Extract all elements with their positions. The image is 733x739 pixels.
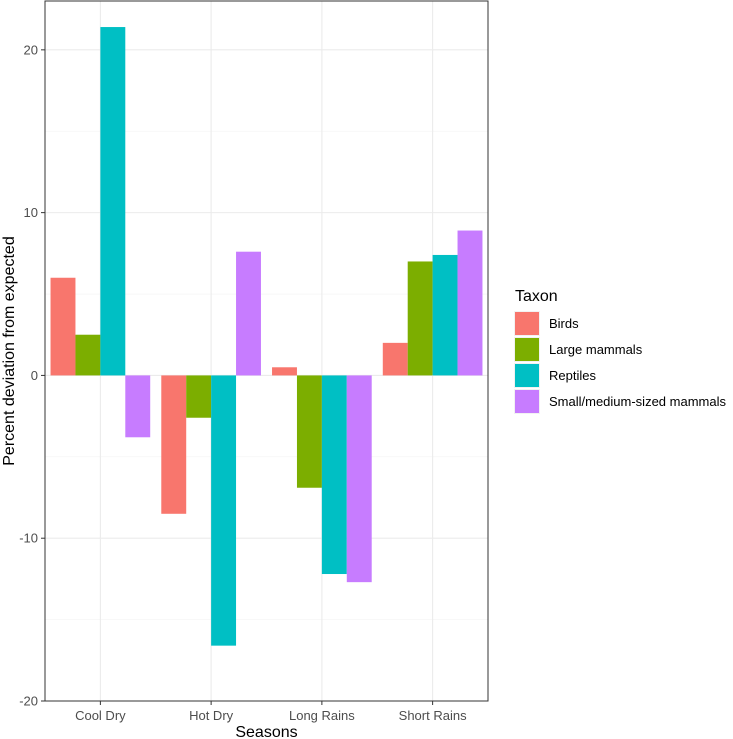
- bar-small-medium-sized-mammals-long-rains: [346, 375, 372, 583]
- legend-swatch-birds: [515, 312, 539, 335]
- legend-label: Birds: [549, 316, 579, 331]
- legend-swatch-small-medium-sized-mammals: [515, 390, 539, 413]
- legend: Taxon Birds Large mammals Reptiles Small/me…: [514, 288, 726, 414]
- x-axis: Cool Dry Hot Dry Long Rains Short Rains: [75, 701, 467, 723]
- x-axis-title: Seasons: [235, 724, 297, 739]
- y-axis-title: Percent deviation from expected: [1, 236, 18, 465]
- legend-title: Taxon: [515, 288, 558, 305]
- legend-label: Reptiles: [549, 368, 596, 383]
- bar-large-mammals-cool-dry: [75, 334, 101, 376]
- bar-reptiles-hot-dry: [211, 375, 237, 646]
- bar-birds-short-rains: [382, 342, 408, 376]
- bar-large-mammals-long-rains: [296, 375, 322, 488]
- y-tick-label: 10: [24, 205, 38, 220]
- x-tick-label: Cool Dry: [75, 708, 126, 723]
- panel-border: [44, 0, 489, 702]
- bar-birds-hot-dry: [161, 375, 187, 514]
- y-tick-label: 20: [24, 42, 38, 57]
- x-tick-label: Long Rains: [289, 708, 355, 723]
- bar-small-medium-sized-mammals-short-rains: [457, 230, 483, 376]
- bar-large-mammals-short-rains: [407, 261, 433, 376]
- bar-birds-cool-dry: [50, 277, 76, 376]
- y-axis: -20 -10 0 10 20: [19, 42, 45, 709]
- bar-small-medium-sized-mammals-hot-dry: [236, 251, 261, 376]
- bar-reptiles-short-rains: [432, 254, 458, 376]
- x-tick-label: Hot Dry: [189, 708, 234, 723]
- y-tick-label: -20: [19, 694, 38, 709]
- bar-small-medium-sized-mammals-cool-dry: [125, 375, 151, 438]
- x-tick-label: Short Rains: [399, 708, 467, 723]
- y-tick-label: 0: [31, 368, 38, 383]
- bar-large-mammals-hot-dry: [186, 375, 212, 418]
- legend-label: Large mammals: [549, 342, 643, 357]
- bar-reptiles-long-rains: [321, 375, 347, 575]
- bars: [50, 27, 483, 646]
- legend-swatch-reptiles: [515, 364, 539, 387]
- legend-label: Small/medium-sized mammals: [549, 394, 726, 409]
- bar-birds-long-rains: [272, 367, 297, 376]
- bar-reptiles-cool-dry: [100, 27, 126, 376]
- y-tick-label: -10: [19, 531, 38, 546]
- legend-swatch-large-mammals: [515, 338, 539, 361]
